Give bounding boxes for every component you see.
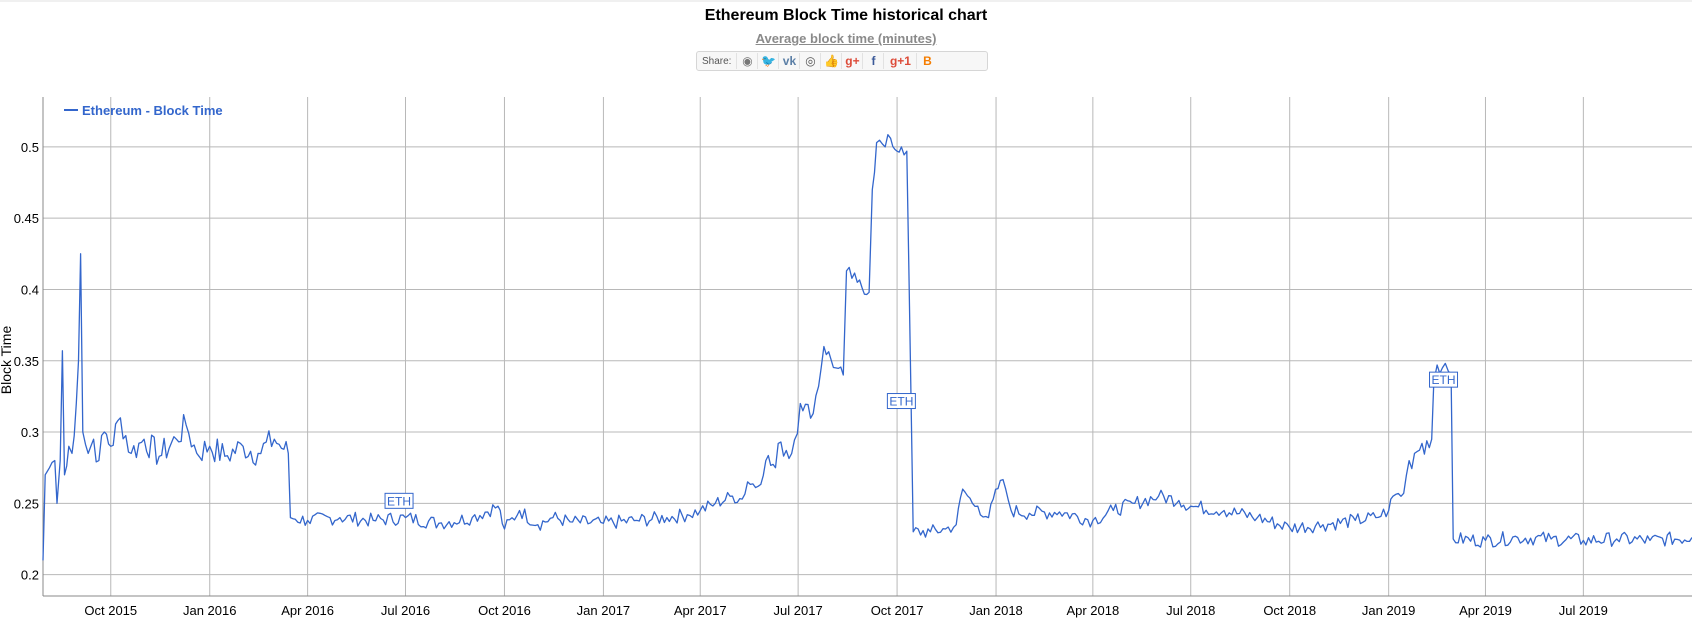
annotation-eth[interactable]: ETH: [886, 393, 916, 410]
grid: [43, 97, 1692, 596]
annotation-box: [886, 393, 916, 410]
annotation-box: [384, 492, 414, 509]
x-tick-label: Jul 2018: [1166, 603, 1215, 618]
x-ticks: Oct 2015 Jan 2016 Apr 2016 Jul 2016 Oct 2016…: [84, 603, 1608, 618]
y-tick-label: 0.5: [21, 140, 39, 155]
chart-title: Ethereum Block Time historical chart: [704, 7, 988, 24]
chart-subtitle-text[interactable]: Average block time (minutes): [755, 31, 937, 46]
share-like-icon[interactable]: 👍: [820, 53, 841, 69]
top-rule: [0, 0, 1692, 2]
y-tick-label: 0.4: [21, 282, 39, 297]
share-bar: Share: ◉ 🐦 vk ◎ 👍 g+ f g+1 B: [696, 51, 988, 71]
y-tick-label: 0.25: [14, 496, 39, 511]
x-tick-label: Jan 2016: [183, 603, 237, 618]
share-twitter-icon[interactable]: 🐦: [757, 53, 778, 69]
y-axis-title: Block Time: [0, 326, 14, 395]
x-tick-label: Apr 2016: [281, 603, 334, 618]
x-tick-label: Oct 2016: [478, 603, 531, 618]
x-tick-label: Jul 2017: [774, 603, 823, 618]
series-line-block-time: [42, 134, 1692, 561]
y-tick-label: 0.2: [21, 568, 39, 583]
share-blogger-icon[interactable]: B: [916, 53, 937, 69]
x-tick-label: Apr 2017: [674, 603, 727, 618]
x-tick-label: Oct 2015: [84, 603, 137, 618]
x-tick-label: Oct 2018: [1263, 603, 1316, 618]
y-ticks: 0.2 0.25 0.3 0.35 0.4 0.45 0.5: [14, 140, 39, 583]
legend-entry-block-time[interactable]: Ethereum - Block Time: [82, 103, 223, 118]
x-tick-label: Apr 2018: [1066, 603, 1119, 618]
share-vk-icon[interactable]: vk: [778, 53, 799, 69]
x-tick-label: Apr 2019: [1459, 603, 1512, 618]
x-tick-label: Jul 2016: [381, 603, 430, 618]
share-reddit-icon[interactable]: ◉: [736, 53, 757, 69]
y-tick-label: 0.35: [14, 354, 39, 369]
annotation-box: [1429, 371, 1459, 388]
x-tick-label: Oct 2017: [871, 603, 924, 618]
legend[interactable]: Ethereum - Block Time: [64, 103, 223, 118]
share-google-plus-one-icon[interactable]: g+1: [883, 53, 916, 69]
share-google-plus-icon[interactable]: g+: [841, 53, 862, 69]
x-tick-label: Jul 2019: [1559, 603, 1608, 618]
y-tick-label: 0.45: [14, 211, 39, 226]
share-label: Share:: [702, 55, 732, 67]
annotations: ETH ETH ETH: [384, 371, 1459, 509]
y-tick-label: 0.3: [21, 425, 39, 440]
annotation-label: ETH: [387, 494, 411, 508]
annotation-label: ETH: [889, 395, 913, 409]
x-tick-label: Jan 2017: [577, 603, 631, 618]
x-tick-label: Jan 2019: [1362, 603, 1416, 618]
x-tick-label: Jan 2018: [969, 603, 1023, 618]
annotation-label: ETH: [1432, 373, 1456, 387]
share-facebook-icon[interactable]: f: [862, 53, 883, 69]
annotation-eth[interactable]: ETH: [1429, 371, 1459, 388]
annotation-eth[interactable]: ETH: [384, 492, 414, 509]
share-weibo-icon[interactable]: ◎: [799, 53, 820, 69]
chart-subtitle[interactable]: Average block time (minutes): [0, 31, 1692, 46]
